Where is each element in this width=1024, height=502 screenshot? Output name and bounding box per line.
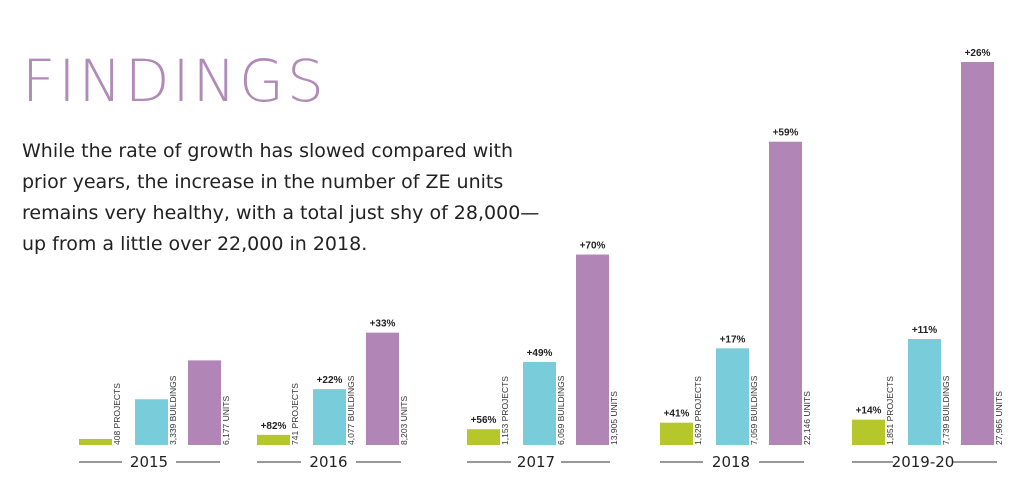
value-label-buildings-2017: 6,059 BUILDINGS [556, 375, 566, 445]
growth-label-units-2018: +59% [773, 128, 799, 139]
growth-label-units-2017: +70% [580, 241, 606, 252]
year-label-2017: 2017 [517, 453, 555, 471]
growth-label-units-2016: +33% [370, 319, 396, 330]
bar-units-2016 [366, 332, 399, 445]
bar-buildings-2015 [135, 399, 168, 445]
value-label-buildings-2015: 3,339 BUILDINGS [168, 375, 178, 445]
bar-buildings-2017 [523, 362, 556, 445]
value-label-buildings-2016: 4,077 BUILDINGS [346, 375, 356, 445]
bar-projects-2018 [660, 422, 693, 445]
year-label-2019-20: 2019-20 [892, 453, 955, 471]
value-label-projects-2016: 741 PROJECTS [290, 383, 300, 445]
page-title: FINDINGS [22, 47, 327, 115]
value-label-units-2017: 13,905 UNITS [609, 391, 619, 445]
value-label-projects-2017: 1,153 PROJECTS [500, 376, 510, 445]
growth-label-projects-2017: +56% [471, 415, 497, 426]
year-label-2016: 2016 [309, 453, 347, 471]
growth-label-buildings-2019-20: +11% [912, 325, 937, 336]
bar-projects-2016 [257, 434, 290, 445]
growth-label-projects-2019-20: +14% [856, 406, 882, 417]
growth-label-buildings-2018: +17% [720, 334, 746, 345]
bar-units-2019-20 [961, 62, 994, 445]
year-label-2015: 2015 [130, 453, 168, 471]
growth-label-projects-2016: +82% [261, 421, 287, 432]
value-label-units-2016: 8,203 UNITS [399, 396, 409, 445]
growth-label-units-2019-20: +26% [965, 48, 991, 59]
intro-paragraph: While the rate of growth has slowed comp… [22, 140, 540, 255]
bar-projects-2015 [79, 439, 112, 445]
bar-projects-2017 [467, 429, 500, 445]
growth-label-projects-2018: +41% [664, 409, 690, 420]
year-label-2018: 2018 [712, 453, 750, 471]
value-label-buildings-2019-20: 7,739 BUILDINGS [941, 375, 951, 445]
bar-units-2018 [769, 141, 802, 445]
bar-units-2017 [576, 254, 609, 445]
bar-projects-2019-20 [852, 419, 885, 445]
value-label-buildings-2018: 7,059 BUILDINGS [749, 375, 759, 445]
bar-units-2015 [188, 360, 221, 445]
value-label-units-2015: 6,177 UNITS [221, 396, 231, 445]
value-label-projects-2015: 408 PROJECTS [112, 383, 122, 445]
growth-label-buildings-2016: +22% [317, 375, 343, 386]
value-label-projects-2019-20: 1,851 PROJECTS [885, 376, 895, 445]
value-label-units-2018: 22,146 UNITS [802, 391, 812, 445]
growth-label-buildings-2017: +49% [527, 348, 553, 359]
bar-buildings-2016 [313, 389, 346, 445]
bar-buildings-2018 [716, 348, 749, 445]
value-label-projects-2018: 1,629 PROJECTS [693, 376, 703, 445]
bar-buildings-2019-20 [908, 339, 941, 445]
value-label-units-2019-20: 27,965 UNITS [994, 391, 1004, 445]
